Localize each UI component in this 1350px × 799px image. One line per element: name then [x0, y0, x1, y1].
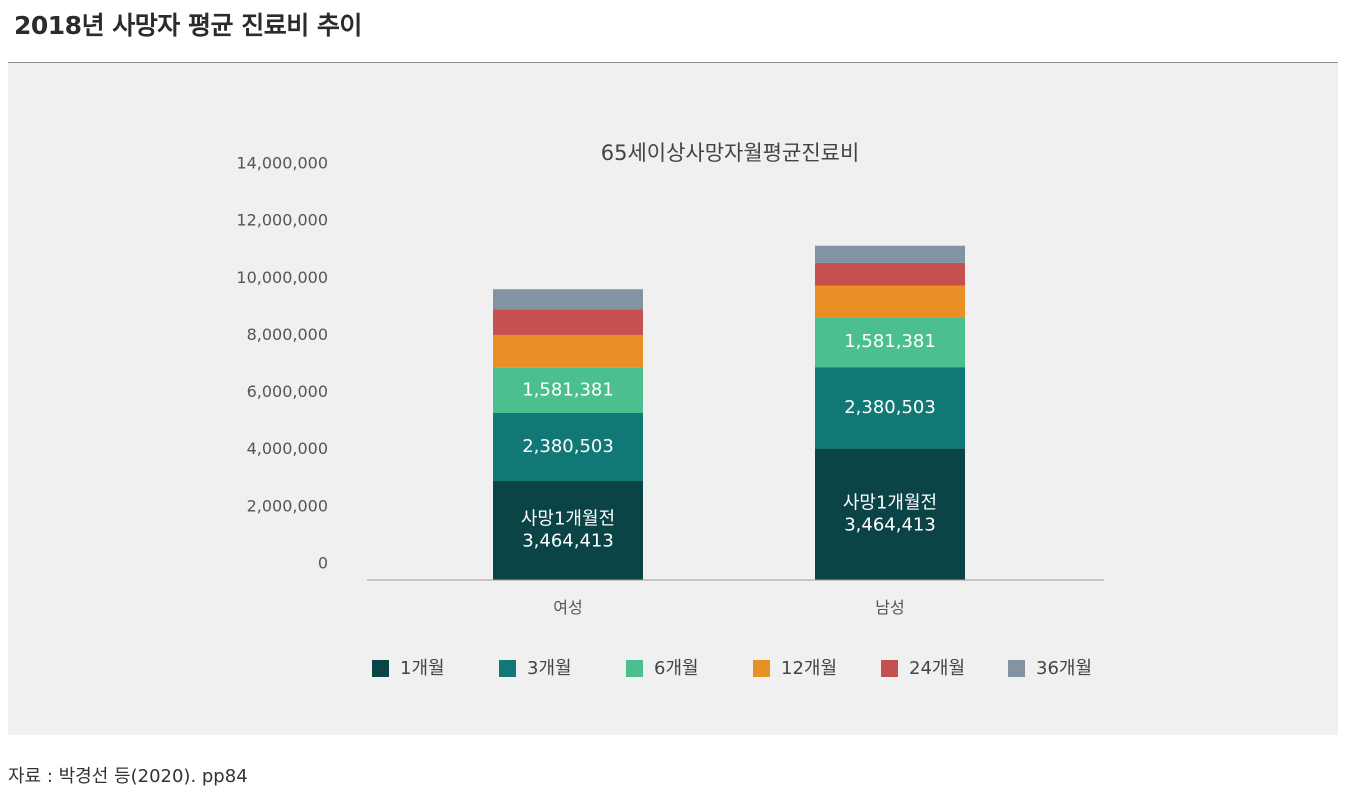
legend-label: 24개월: [909, 658, 965, 679]
bar-segment-6개월: [815, 317, 965, 368]
y-tick-label: 8,000,000: [247, 325, 328, 344]
legend-swatch: [372, 660, 389, 677]
bar-segment-12개월: [815, 285, 965, 318]
legend-label: 1개월: [400, 658, 445, 679]
bar-segment-6개월: [493, 367, 643, 414]
legend-label: 3개월: [527, 658, 572, 679]
legend: 1개월 3개월 6개월 12개월 24개월 36개월: [372, 658, 1092, 679]
page-title: 2018년 사망자 평균 진료비 추이: [14, 11, 362, 40]
bars: 사망1개월전 3,464,413 2,380,503 1,581,381 사망1개월전 3…: [493, 245, 965, 580]
data-label: 사망1개월전 3,464,413: [843, 492, 937, 535]
source-note: 자료 : 박경선 등(2020). pp84: [8, 766, 248, 787]
legend-swatch: [626, 660, 643, 677]
bar-segment-3개월: [493, 413, 643, 482]
legend-swatch: [1008, 660, 1025, 677]
bar-segment-24개월: [493, 309, 643, 335]
x-category-label: 남성: [875, 598, 904, 617]
legend-label: 6개월: [654, 658, 699, 679]
y-axis: 0 2,000,000 4,000,000 6,000,000 8,000,000 10,…: [236, 154, 328, 573]
legend-label: 36개월: [1036, 658, 1092, 679]
bar-segment-36개월: [815, 245, 965, 263]
bar-segment-1개월: [493, 481, 643, 580]
x-axis: 여성 남성: [553, 598, 904, 617]
y-tick-label: 10,000,000: [236, 268, 328, 287]
data-label: 2,380,503: [522, 436, 614, 457]
y-tick-label: 12,000,000: [236, 211, 328, 230]
legend-swatch: [499, 660, 516, 677]
bar-segment-1개월: [815, 448, 965, 580]
bar-segment-24개월: [815, 262, 965, 286]
legend-swatch: [753, 660, 770, 677]
legend-swatch: [881, 660, 898, 677]
data-label: 2,380,503: [844, 397, 936, 418]
chart-title: 65세이상사망자월평균진료비: [601, 141, 860, 165]
bar-segment-12개월: [493, 334, 643, 368]
data-label: 1,581,381: [844, 331, 936, 352]
bar-segment-3개월: [815, 367, 965, 449]
y-tick-label: 0: [318, 554, 328, 573]
title-divider: [8, 62, 1338, 63]
bar-segment-36개월: [493, 289, 643, 310]
data-label: 사망1개월전 3,464,413: [521, 509, 615, 552]
y-tick-label: 2,000,000: [247, 496, 328, 515]
y-tick-label: 14,000,000: [236, 154, 328, 173]
legend-label: 12개월: [781, 658, 837, 679]
x-category-label: 여성: [553, 598, 582, 617]
chart-panel: [8, 63, 1338, 735]
data-label: 1,581,381: [522, 379, 614, 400]
y-tick-label: 4,000,000: [247, 439, 328, 458]
y-tick-label: 6,000,000: [247, 382, 328, 401]
